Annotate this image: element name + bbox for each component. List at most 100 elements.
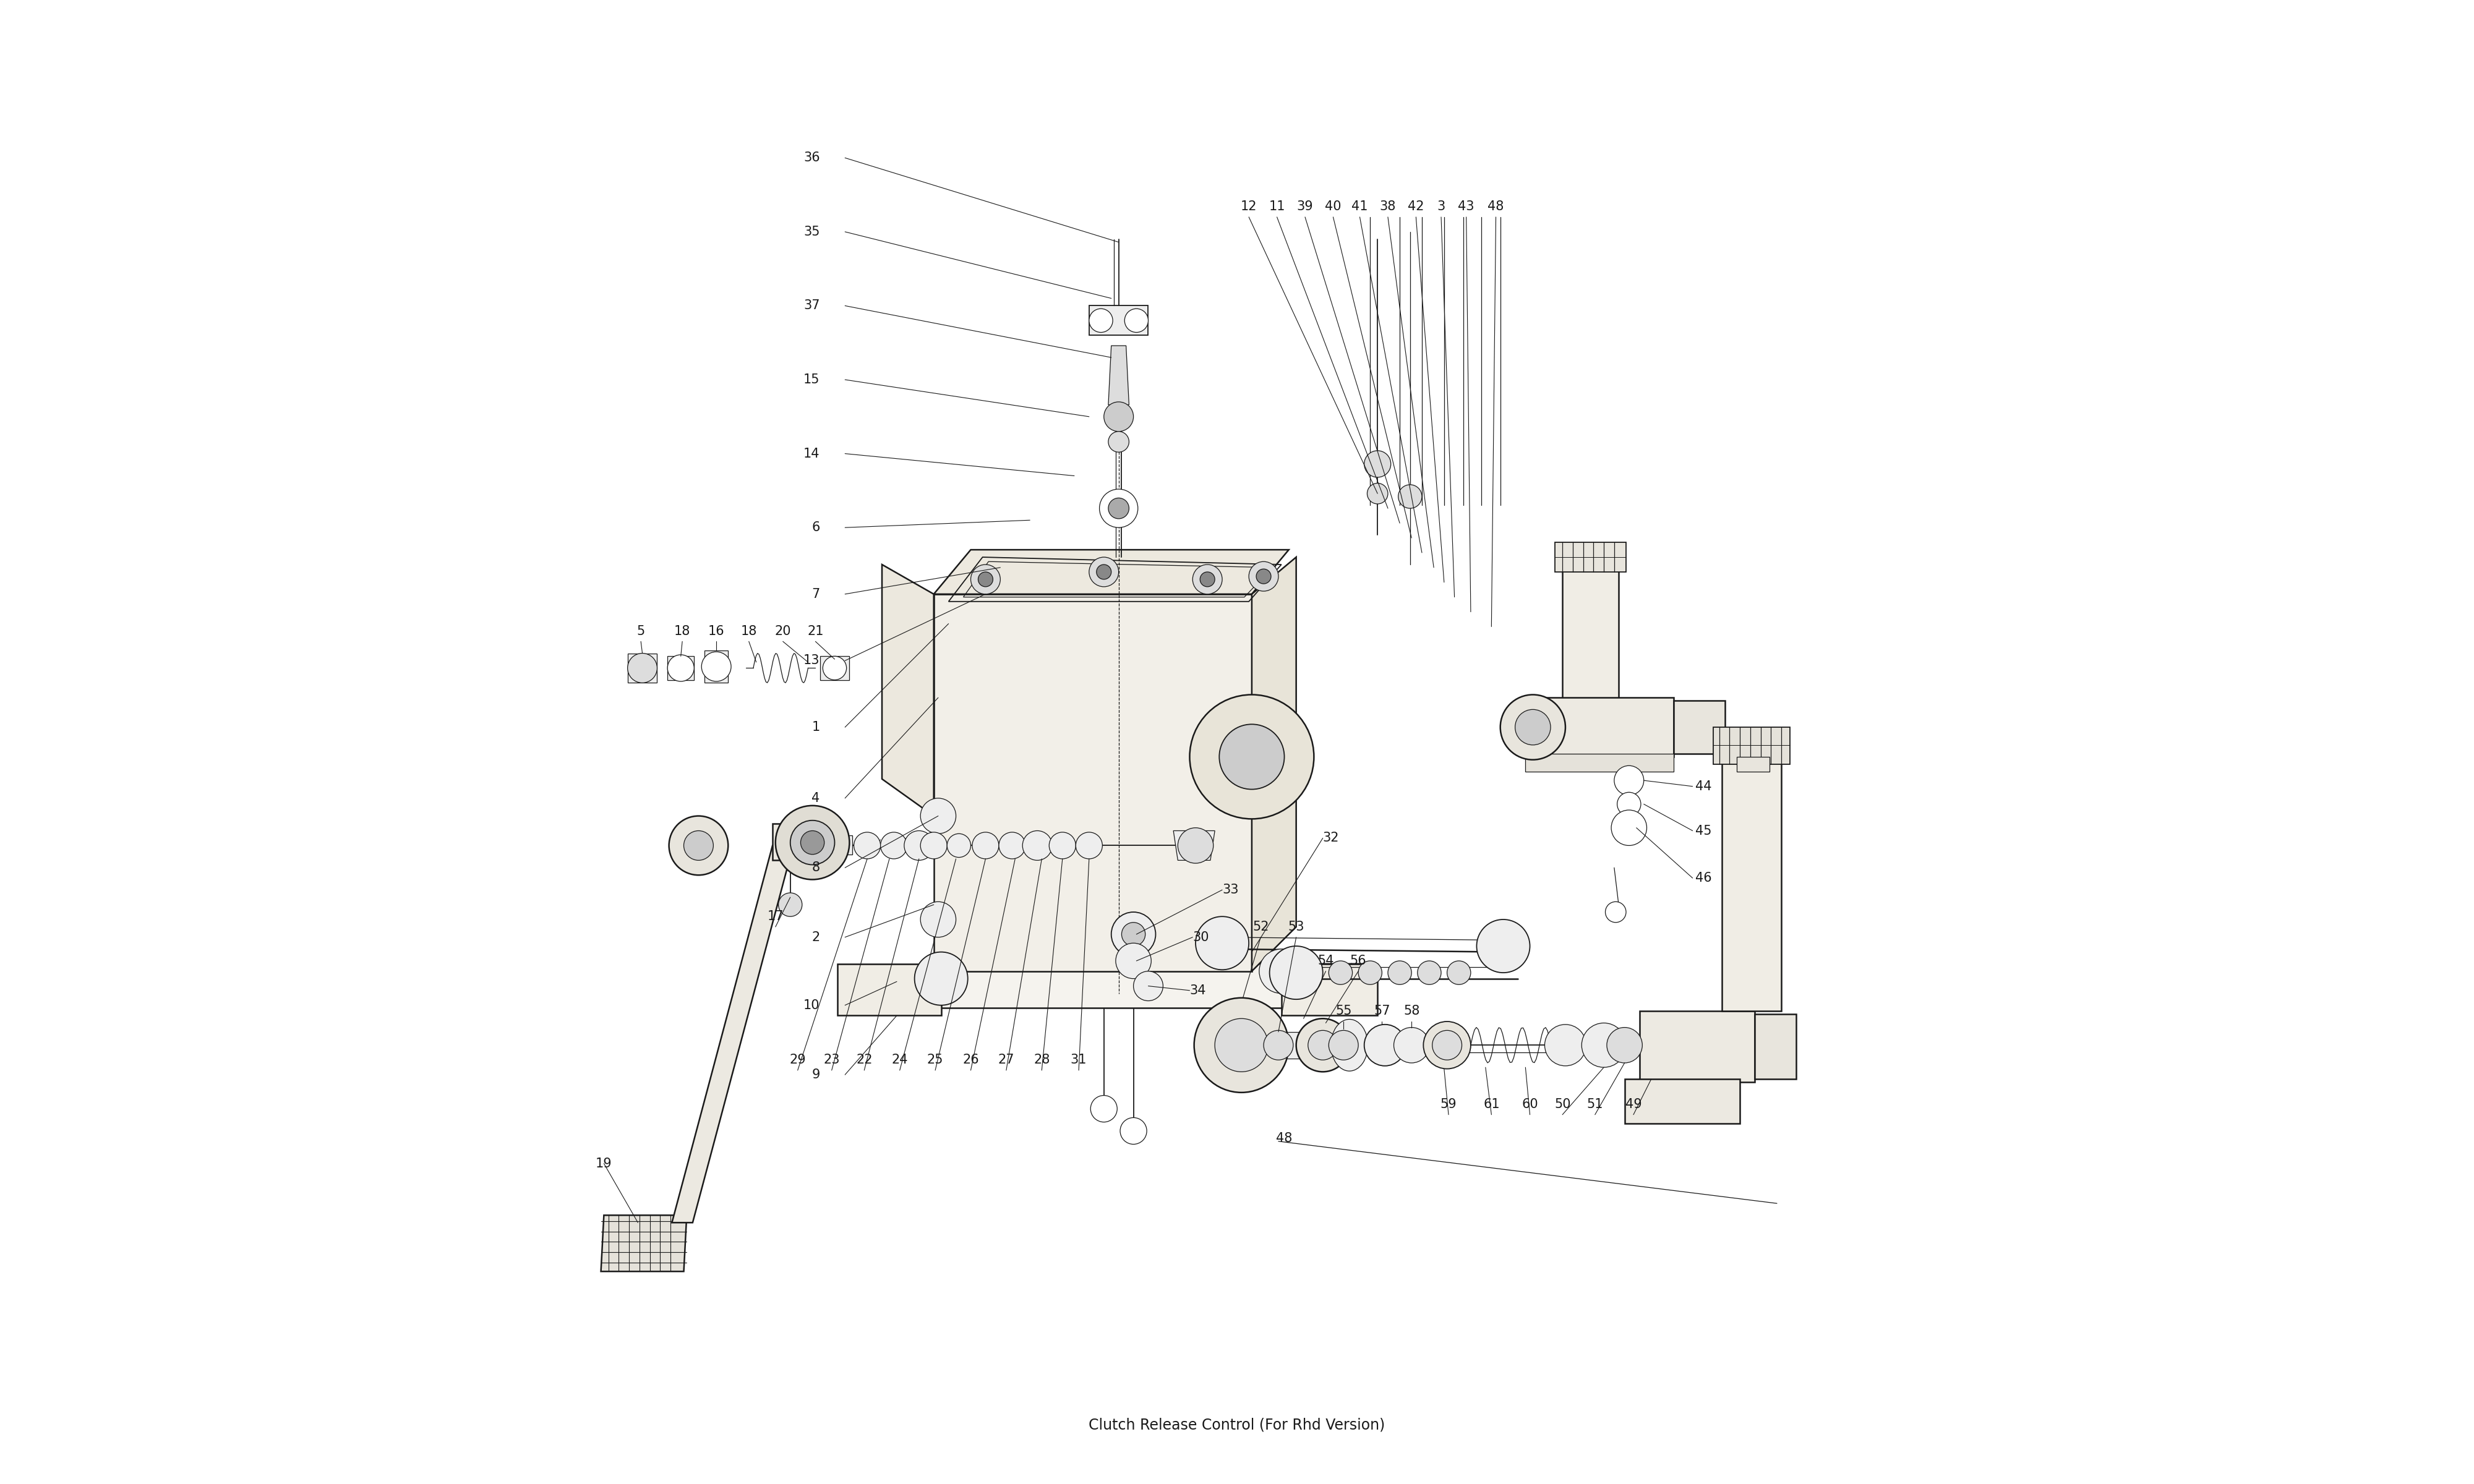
Text: 60: 60 (1522, 1098, 1539, 1110)
Text: 36: 36 (804, 151, 819, 165)
Circle shape (977, 571, 992, 586)
Circle shape (1269, 947, 1324, 999)
Circle shape (1432, 1030, 1462, 1060)
Circle shape (683, 831, 713, 861)
Circle shape (999, 833, 1024, 859)
Circle shape (774, 806, 849, 880)
Text: 8: 8 (811, 862, 819, 874)
Text: 27: 27 (997, 1054, 1014, 1066)
Text: 55: 55 (1336, 1005, 1351, 1018)
Polygon shape (896, 963, 1371, 1008)
Circle shape (1514, 709, 1551, 745)
Circle shape (915, 953, 967, 1005)
Circle shape (1091, 1095, 1118, 1122)
Circle shape (1178, 828, 1212, 864)
Text: 7: 7 (811, 588, 819, 601)
Circle shape (1618, 792, 1640, 816)
Circle shape (1215, 1018, 1269, 1071)
Text: 40: 40 (1326, 200, 1341, 212)
Circle shape (1049, 833, 1076, 859)
Circle shape (1108, 432, 1128, 453)
Text: 43: 43 (1457, 200, 1475, 212)
Circle shape (1363, 1024, 1405, 1066)
Circle shape (1368, 484, 1388, 505)
Polygon shape (1564, 564, 1618, 712)
Circle shape (1363, 451, 1390, 478)
Circle shape (1200, 571, 1215, 586)
Polygon shape (839, 963, 940, 1015)
Circle shape (1581, 1022, 1625, 1067)
Polygon shape (673, 846, 794, 1223)
Text: 33: 33 (1222, 883, 1239, 896)
Text: 54: 54 (1319, 954, 1333, 968)
Circle shape (972, 833, 999, 859)
Polygon shape (668, 656, 695, 680)
Polygon shape (1526, 754, 1672, 772)
Circle shape (1264, 1030, 1294, 1060)
Circle shape (1098, 490, 1138, 528)
Text: 50: 50 (1554, 1098, 1571, 1110)
Circle shape (1329, 960, 1353, 984)
Text: 53: 53 (1289, 920, 1304, 933)
Circle shape (1089, 309, 1113, 332)
Text: 61: 61 (1484, 1098, 1499, 1110)
Polygon shape (1625, 1079, 1739, 1123)
Text: 57: 57 (1373, 1005, 1390, 1018)
Text: 20: 20 (774, 625, 792, 637)
Text: 22: 22 (856, 1054, 873, 1066)
Text: 46: 46 (1695, 873, 1712, 884)
Circle shape (881, 833, 908, 859)
Polygon shape (628, 653, 658, 683)
Text: 10: 10 (804, 999, 819, 1012)
Text: 24: 24 (891, 1054, 908, 1066)
Circle shape (1103, 402, 1133, 432)
Circle shape (920, 902, 955, 938)
Circle shape (1393, 1027, 1430, 1063)
Circle shape (1544, 1024, 1586, 1066)
Circle shape (1423, 1021, 1470, 1068)
Polygon shape (1640, 1011, 1754, 1082)
Circle shape (1126, 309, 1148, 332)
Text: 18: 18 (673, 625, 690, 637)
Circle shape (1195, 997, 1289, 1092)
Text: 6: 6 (811, 521, 819, 534)
Text: 56: 56 (1351, 954, 1366, 968)
Polygon shape (1526, 697, 1672, 757)
Text: 1: 1 (811, 721, 819, 733)
Circle shape (1296, 1018, 1348, 1071)
Circle shape (802, 831, 824, 855)
Circle shape (668, 816, 727, 876)
Circle shape (1195, 917, 1249, 969)
Circle shape (920, 798, 955, 834)
Text: 25: 25 (928, 1054, 943, 1066)
Circle shape (1096, 564, 1111, 579)
Text: 32: 32 (1324, 833, 1338, 844)
Polygon shape (1252, 556, 1296, 971)
Circle shape (1259, 950, 1304, 993)
Text: 38: 38 (1380, 200, 1395, 212)
Text: 15: 15 (804, 374, 819, 386)
Polygon shape (1672, 700, 1724, 754)
Text: 29: 29 (789, 1054, 807, 1066)
Circle shape (789, 821, 834, 865)
Polygon shape (1714, 727, 1791, 764)
Text: 49: 49 (1625, 1098, 1643, 1110)
Polygon shape (933, 594, 1252, 971)
Text: 44: 44 (1695, 781, 1712, 792)
Polygon shape (1282, 963, 1378, 1015)
Circle shape (1076, 833, 1103, 859)
Circle shape (970, 564, 999, 594)
Text: 35: 35 (804, 226, 819, 237)
Circle shape (1220, 724, 1284, 789)
Text: 3: 3 (1437, 200, 1445, 212)
Circle shape (1606, 1027, 1643, 1063)
Text: 31: 31 (1071, 1054, 1086, 1066)
Text: 51: 51 (1586, 1098, 1603, 1110)
Circle shape (1606, 902, 1625, 923)
Ellipse shape (1331, 1020, 1368, 1071)
Text: 34: 34 (1190, 984, 1205, 997)
Text: 45: 45 (1695, 825, 1712, 837)
Text: 19: 19 (596, 1158, 611, 1169)
Text: 2: 2 (811, 930, 819, 944)
Circle shape (1447, 960, 1470, 984)
